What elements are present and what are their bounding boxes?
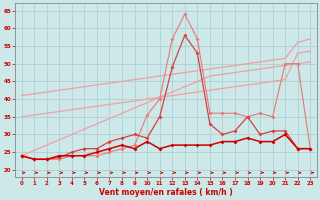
X-axis label: Vent moyen/en rafales ( km/h ): Vent moyen/en rafales ( km/h ) bbox=[99, 188, 233, 197]
